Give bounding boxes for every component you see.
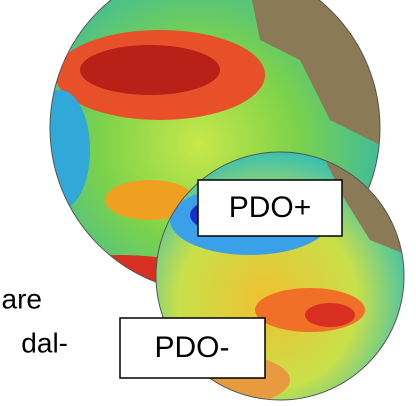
text-fragment: are <box>2 283 42 314</box>
pdo-positive-label: PDO+ <box>229 191 312 224</box>
slide: PDO+ PDO- are dal- <box>0 0 416 406</box>
pdo-negative-label: PDO- <box>155 331 230 364</box>
text-fragment: dal- <box>21 327 68 358</box>
figure: PDO+ PDO- are dal- <box>0 0 416 406</box>
